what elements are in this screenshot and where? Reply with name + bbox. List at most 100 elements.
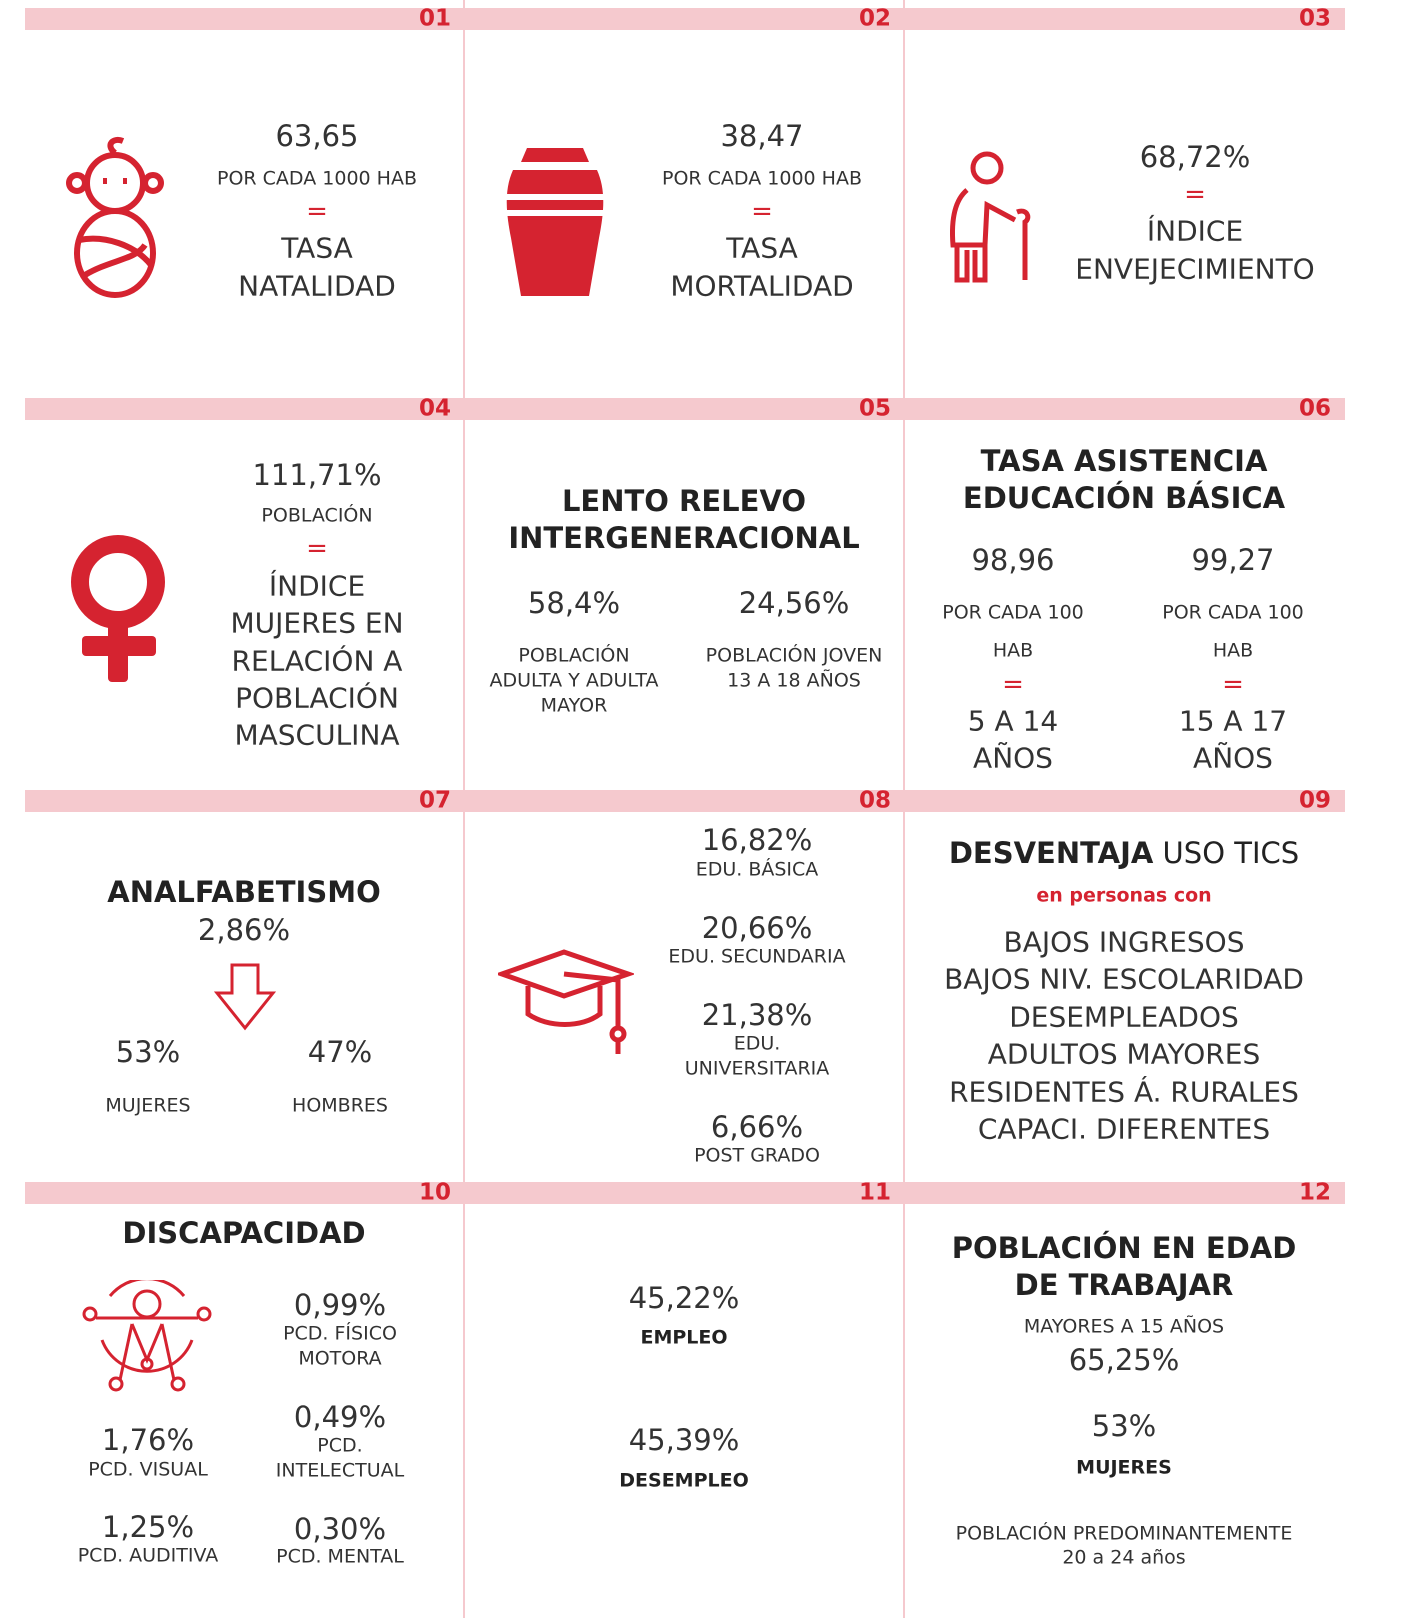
text: PCD. MENTAL bbox=[276, 1545, 404, 1568]
icon-shape bbox=[108, 1280, 186, 1297]
icon-shape bbox=[214, 963, 276, 1031]
text: 1,76% bbox=[101, 1423, 195, 1458]
text: 68,72% bbox=[1139, 140, 1251, 175]
text: 6,66% bbox=[710, 1110, 804, 1145]
text: 98,96 bbox=[971, 543, 1055, 578]
text: DESEMPLEADOS bbox=[1009, 1000, 1239, 1034]
icon-shape bbox=[1016, 208, 1031, 280]
text: RELACIÓN A bbox=[231, 644, 403, 678]
text: POBLACIÓN EN EDAD bbox=[951, 1231, 1297, 1266]
text: 0,30% bbox=[293, 1512, 387, 1547]
header-bar bbox=[25, 398, 1345, 420]
text: 24,56% bbox=[738, 586, 850, 621]
icon-shape bbox=[972, 245, 988, 283]
text: POBLACIÓN bbox=[518, 644, 630, 667]
icon-shape bbox=[100, 1339, 194, 1373]
icon-shape bbox=[505, 194, 605, 200]
text: 53% bbox=[1091, 1409, 1157, 1444]
icon-shape bbox=[74, 208, 156, 298]
text: POR CADA 100 bbox=[1162, 601, 1304, 624]
cell-number: 03 bbox=[1298, 5, 1331, 32]
text: 20,66% bbox=[701, 911, 813, 946]
icon-shape bbox=[170, 1376, 186, 1392]
female-icon bbox=[71, 535, 165, 682]
icon-shape bbox=[506, 170, 604, 296]
baby-icon bbox=[66, 137, 164, 298]
title-part: USO TICS bbox=[1153, 836, 1300, 871]
urn-icon bbox=[505, 148, 605, 296]
icon-shape bbox=[525, 986, 603, 1027]
text: DESEMPLEO bbox=[619, 1469, 749, 1492]
text: 99,27 bbox=[1191, 543, 1275, 578]
text: ADULTOS MAYORES bbox=[987, 1037, 1261, 1071]
text: HOMBRES bbox=[292, 1094, 388, 1117]
cell-number: 10 bbox=[418, 1179, 451, 1206]
icon-shape bbox=[78, 235, 154, 267]
text: = bbox=[306, 533, 328, 564]
text: 65,25% bbox=[1068, 1343, 1180, 1378]
cell-number: 11 bbox=[858, 1179, 891, 1206]
text: INTERGENERACIONAL bbox=[508, 521, 860, 556]
icon-shape bbox=[108, 1376, 124, 1392]
text: INTELECTUAL bbox=[275, 1459, 405, 1482]
cell-number: 07 bbox=[418, 787, 451, 814]
text: 45,22% bbox=[628, 1281, 740, 1316]
text: MUJERES EN bbox=[230, 606, 404, 640]
icon-shape bbox=[140, 1357, 154, 1371]
text: ENVEJECIMIENTO bbox=[1075, 252, 1315, 286]
text: 13 A 18 AÑOS bbox=[727, 669, 861, 692]
text: MUJERES bbox=[105, 1094, 191, 1117]
cell-number: 01 bbox=[418, 5, 451, 32]
cell-number: 04 bbox=[418, 395, 451, 422]
text: 0,99% bbox=[293, 1288, 387, 1323]
icon-shape bbox=[609, 1025, 627, 1043]
text: DE TRABAJAR bbox=[1014, 1268, 1234, 1303]
icon-shape bbox=[84, 152, 146, 214]
text: ÍNDICE bbox=[1146, 214, 1244, 248]
text: = bbox=[1184, 179, 1206, 210]
text: PCD. AUDITIVA bbox=[77, 1544, 219, 1567]
text: UNIVERSITARIA bbox=[684, 1057, 830, 1080]
icon-shape bbox=[563, 971, 621, 1030]
text: AÑOS bbox=[1193, 741, 1273, 775]
text: 47% bbox=[307, 1035, 373, 1070]
text: 15 A 17 bbox=[1178, 704, 1288, 738]
text: MOTORA bbox=[298, 1347, 382, 1370]
text: AÑOS bbox=[973, 741, 1053, 775]
cell-number: 08 bbox=[858, 787, 891, 814]
text: = bbox=[1222, 669, 1244, 700]
icon-shape bbox=[498, 949, 634, 999]
text: DISCAPACIDAD bbox=[122, 1216, 366, 1251]
icon-shape bbox=[505, 210, 605, 216]
text: TASA ASISTENCIA bbox=[980, 444, 1268, 479]
text: BAJOS INGRESOS bbox=[1003, 925, 1245, 959]
text: LENTO RELEVO bbox=[561, 484, 807, 519]
icon-shape bbox=[82, 1306, 98, 1322]
text: HAB bbox=[1212, 639, 1254, 662]
icon-shape bbox=[107, 137, 125, 156]
cell-number: 02 bbox=[858, 5, 891, 32]
text: TASA bbox=[726, 231, 798, 265]
text: 21,38% bbox=[701, 998, 813, 1033]
icon-shape bbox=[970, 151, 1004, 185]
cell-number: 12 bbox=[1298, 1179, 1331, 1206]
text: CAPACI. DIFERENTES bbox=[977, 1112, 1271, 1146]
text: EMPLEO bbox=[640, 1326, 728, 1349]
text: RESIDENTES Á. RURALES bbox=[949, 1075, 1299, 1109]
icon-shape bbox=[66, 172, 88, 194]
text: EDU. BÁSICA bbox=[695, 858, 819, 881]
icon-shape bbox=[521, 148, 589, 162]
text: 38,47 bbox=[720, 119, 804, 154]
text: en personas con bbox=[1036, 884, 1212, 907]
text: 111,71% bbox=[252, 458, 382, 493]
icon-shape bbox=[950, 188, 1017, 248]
text: POR CADA 100 bbox=[942, 601, 1084, 624]
icon-shape bbox=[71, 535, 165, 629]
title-part: DESVENTAJA bbox=[948, 836, 1154, 871]
icon-shape bbox=[82, 636, 156, 656]
accessibility-icon bbox=[82, 1280, 212, 1392]
text: POBLACIÓN bbox=[261, 504, 373, 527]
text: 63,65 bbox=[275, 119, 359, 154]
text: EDU. bbox=[733, 1032, 781, 1055]
